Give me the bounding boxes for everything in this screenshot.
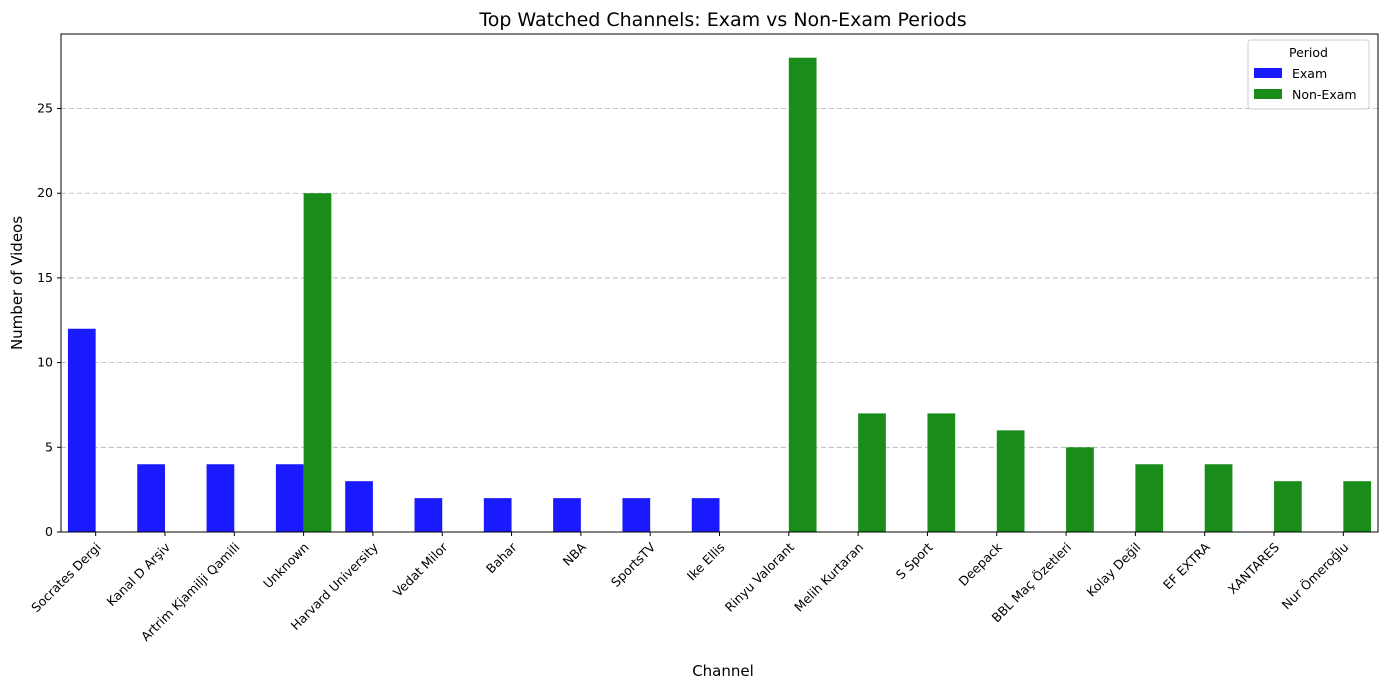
y-tick-label: 10: [37, 355, 53, 370]
bar-exam: [691, 498, 720, 532]
legend-title: Period: [1289, 45, 1328, 60]
y-tick-label: 5: [45, 439, 53, 454]
bar-non-exam: [927, 413, 956, 532]
bar-exam: [345, 481, 373, 532]
bar-non-exam: [1204, 464, 1233, 532]
bar-non-exam: [788, 57, 817, 532]
bar-exam: [483, 498, 512, 532]
y-axis-ticks: 0 5 10 15 20 25: [37, 101, 61, 539]
legend: Period Exam Non-Exam: [1247, 39, 1370, 110]
bar-exam: [206, 464, 235, 532]
bar-exam: [553, 498, 581, 532]
bars: [67, 57, 1372, 532]
y-tick-label: 20: [37, 185, 53, 200]
bar-non-exam: [1066, 447, 1094, 532]
bar-non-exam: [303, 193, 332, 532]
bar-non-exam: [996, 430, 1025, 532]
bar-exam: [67, 328, 96, 532]
y-axis-label: Number of Videos: [8, 216, 26, 350]
legend-entry: Exam: [1292, 66, 1327, 81]
gridlines: [61, 108, 1378, 448]
y-tick-label: 25: [37, 101, 53, 116]
bar-exam: [137, 464, 165, 532]
bar-non-exam: [1135, 464, 1164, 532]
bar-exam: [275, 464, 304, 532]
bar-non-exam: [1274, 481, 1302, 532]
x-axis-label: Channel: [692, 662, 754, 680]
bar-non-exam: [1343, 481, 1372, 532]
bar-exam: [622, 498, 651, 532]
chart-title: Top Watched Channels: Exam vs Non-Exam P…: [478, 9, 966, 31]
y-tick-label: 0: [45, 524, 53, 539]
legend-swatch: [1254, 89, 1282, 99]
bar-non-exam: [858, 413, 886, 532]
legend-entry: Non-Exam: [1292, 87, 1357, 102]
legend-swatch: [1254, 68, 1282, 78]
bar-exam: [414, 498, 443, 532]
y-tick-label: 15: [37, 270, 53, 285]
